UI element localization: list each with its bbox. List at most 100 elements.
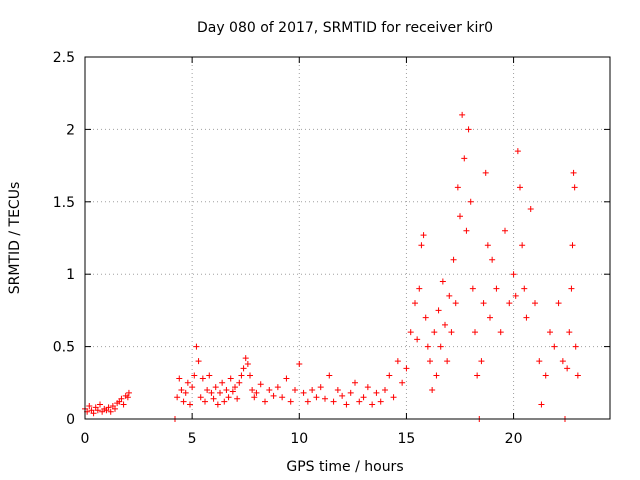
data-point [444,358,451,365]
data-point [439,278,446,285]
data-point [527,206,534,213]
data-point [465,126,472,133]
data-point [459,111,466,118]
data-point [356,398,363,405]
data-point [422,314,429,321]
data-point [322,395,328,402]
data-point [493,285,500,292]
data-point [472,329,478,336]
data-point [257,381,264,388]
data-point [242,355,249,362]
data-point [217,389,223,396]
data-point [184,379,191,386]
data-point [497,329,504,336]
y-tick-label: 0 [66,412,75,428]
data-point [467,198,474,205]
data-point [240,365,247,372]
data-point [304,398,311,405]
data-point [339,392,346,399]
data-point [118,395,125,402]
data-point [514,148,521,155]
data-point [437,343,444,350]
data-point [296,360,303,367]
data-point [369,401,376,408]
x-axis-label: GPS time / hours [286,459,403,475]
data-point [523,314,530,321]
data-point [489,256,496,263]
data-point [469,285,476,292]
x-tick-label: 20 [505,431,523,447]
data-point [221,398,228,405]
y-axis-label: SRMTID / TECUs [7,182,23,295]
data-point [352,379,358,386]
data-point [416,285,423,292]
data-point [399,379,406,386]
data-point [191,372,198,379]
data-point [229,388,236,395]
data-point [478,358,485,365]
data-point [266,387,273,394]
data-point [480,300,487,307]
data-point [442,321,448,328]
data-point [484,242,491,249]
data-point [232,384,238,391]
data-point [249,387,256,394]
data-point [287,398,294,405]
data-point [424,343,431,350]
plot-frame [84,56,611,420]
data-point [452,300,459,307]
data-point [202,398,208,405]
data-point [238,372,245,379]
data-point [270,392,277,399]
chart-title: Day 080 of 2017, SRMTID for receiver kir… [197,20,493,36]
data-point [279,394,286,401]
data-point [482,169,489,176]
data-point [247,372,253,379]
data-point [334,387,341,394]
data-point [564,365,571,372]
data-point [570,169,577,176]
data-point [566,329,573,336]
data-point [572,343,579,350]
data-point [97,401,103,408]
y-tick-label: 1.5 [53,195,75,211]
data-point [86,402,93,409]
data-point [187,401,193,408]
data-point [571,184,578,191]
data-point [559,358,566,365]
data-point [274,384,281,391]
data-point [517,184,523,191]
data-point [90,410,97,417]
data-point [214,401,221,408]
data-point [450,256,457,263]
data-point [125,389,132,396]
data-point [313,394,320,401]
data-point [474,372,481,379]
data-point [487,314,493,321]
y-tick-label: 0.5 [53,340,75,356]
data-point [253,389,260,396]
data-point [112,405,118,412]
data-point [283,375,290,382]
axis-ticks: 0 5 10 15 20 0 0.5 1 1.5 2 2.5 [53,50,610,447]
data-point [360,394,367,401]
data-point [512,292,519,299]
data-point [420,232,427,239]
data-point [551,343,558,350]
data-point [555,300,562,307]
data-point [206,372,213,379]
data-point [262,398,268,405]
data-point [180,398,187,405]
data-point [208,389,215,396]
data-point [107,408,114,415]
data-point [394,358,401,365]
data-point [542,372,549,379]
data-point [197,394,204,401]
data-point [174,394,181,401]
data-point [210,395,217,402]
data-point [182,389,189,396]
data-point [403,365,410,372]
data-point [244,360,251,367]
data-point [347,389,354,396]
data-point [433,372,440,379]
